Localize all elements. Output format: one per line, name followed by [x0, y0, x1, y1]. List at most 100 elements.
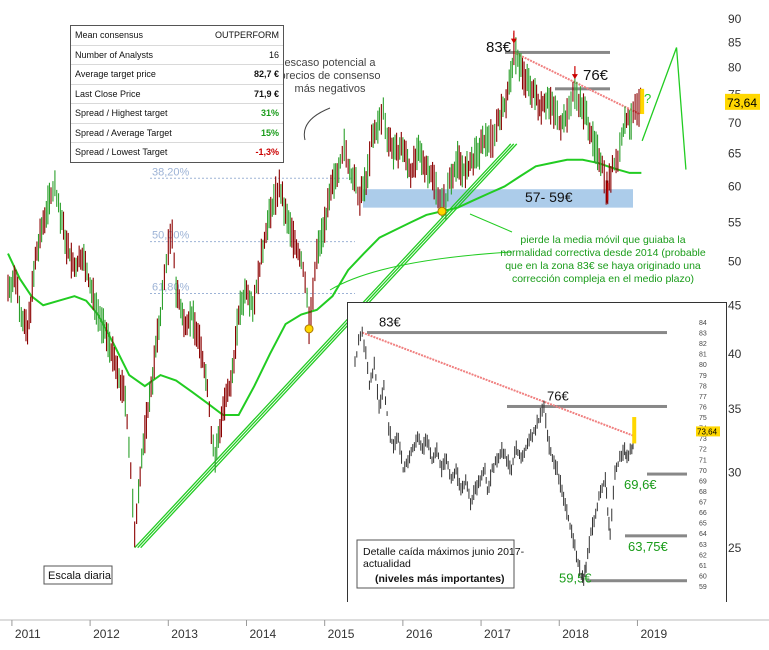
inset-y-tick: 72 [699, 447, 707, 454]
long-term-trendline [137, 143, 515, 549]
scale-box [43, 565, 113, 585]
inset-caption-box [356, 539, 515, 589]
y-tick-label: 40 [728, 347, 742, 361]
consensus-row: Spread / Lowest Target -1,3% [71, 143, 283, 162]
x-tick-label: 2018 [562, 627, 589, 641]
inset-level-76 [507, 404, 667, 408]
y-tick-label: 55 [728, 215, 742, 229]
level-76-line [555, 87, 610, 91]
last-price-tag [725, 93, 760, 110]
consensus-value: 82,7 € [253, 69, 279, 79]
inset-y-tick: 60 [699, 573, 707, 580]
inset-y-tick: 70 [699, 468, 707, 475]
x-tick-label: 2014 [249, 627, 276, 641]
inset-level-595 [587, 579, 687, 583]
x-tick-label: 2015 [328, 627, 355, 641]
x-axis: 2011 2012 2013 2014 2015 2016 2017 2018 2019 [0, 619, 769, 641]
inset-y-tick: 65 [699, 521, 707, 528]
level-83-line [505, 50, 610, 54]
consensus-value: OUTPERFORM [215, 30, 279, 40]
y-tick-label: 25 [728, 541, 742, 555]
inset-y-tick: 63 [699, 542, 707, 549]
consensus-row: Last Close Price 71,9 € [71, 85, 283, 104]
inset-y-tick: 75 [699, 415, 707, 422]
inset-caption-line: Detalle caída máximos junio 2017- [363, 546, 525, 558]
consensus-row: Spread / Highest target 31% [71, 104, 283, 124]
consensus-row: Average target price 82,7 € [71, 65, 283, 85]
inset-trendline [361, 331, 635, 437]
consensus-value: 71,9 € [253, 88, 279, 99]
inset-last-price-label: 73,64 [697, 427, 718, 436]
ma-note: que en la zona 83€ se haya originado una [505, 260, 701, 272]
price-layer [7, 32, 642, 548]
consensus-label: Last Close Price [75, 88, 141, 99]
inset-last-price-tag [696, 426, 720, 437]
projection-path [641, 47, 687, 170]
inset-y-tick: 79 [699, 373, 707, 380]
consensus-label: Spread / Highest target [75, 108, 168, 118]
inset-y-tick: 62 [699, 552, 707, 559]
inset-y-tick: 77 [699, 394, 707, 401]
consensus-note: más negativos [295, 83, 366, 95]
fib-382-label: 38,20% [152, 166, 190, 178]
y-tick-label: 90 [728, 12, 742, 26]
inset-y-tick: 80 [699, 362, 707, 369]
long-term-trendline [134, 143, 512, 549]
inset-y-tick: 84 [699, 320, 707, 327]
inset-y-tick: 76 [699, 404, 707, 411]
inset-y-tick: 59 [699, 584, 707, 591]
consensus-value: 15% [260, 127, 279, 138]
y-tick-label: 70 [728, 116, 742, 130]
x-tick-label: 2012 [93, 627, 120, 641]
support-zone-label: 57- 59€ [525, 189, 573, 205]
resistance-levels [505, 50, 610, 91]
ma-note: normalidad correctiva desde 2014 (probab… [500, 247, 706, 259]
scale-label: Escala diaria [48, 570, 112, 582]
ma-note: pierde la media móvil que guiaba la [520, 234, 685, 246]
consensus-label: Spread / Lowest Target [75, 147, 168, 157]
peak-83-label: 83€ [486, 39, 512, 56]
projection-lines [641, 47, 687, 170]
inset-y-tick: 66 [699, 510, 707, 517]
consensus-row: Mean consensus OUTPERFORM [71, 26, 283, 46]
y-tick-label: 45 [728, 298, 742, 312]
consensus-value: 31% [260, 108, 279, 118]
last-candle-highlight [640, 88, 645, 115]
inset-y-tick: 71 [699, 457, 707, 464]
inset-y-tick: 69 [699, 478, 707, 485]
fib-618-label: 61,80% [152, 281, 190, 293]
y-tick-label: 85 [728, 36, 742, 50]
consensus-table: Mean consensus OUTPERFORM Number of Analys… [70, 25, 284, 163]
consensus-label: Number of Analysts [75, 49, 154, 60]
consensus-value: -1,3% [255, 147, 279, 157]
consensus-arrow [303, 107, 331, 141]
y-tick-label: 80 [728, 61, 742, 75]
y-tick-label: 35 [728, 402, 742, 416]
ma-touch-marker [437, 206, 447, 216]
annotation-marks [303, 30, 645, 334]
y-axis: 253035404550556065707580859073,64 [725, 12, 760, 555]
peak-76-label: 76€ [583, 67, 609, 84]
y-tick-label: 65 [728, 146, 742, 160]
inset-level-83 [367, 331, 667, 335]
ma-note-arrow [469, 213, 513, 233]
y-tick-label: 50 [728, 255, 742, 269]
x-tick-label: 2011 [15, 627, 41, 641]
question-mark: ? [644, 91, 651, 106]
annotation-labels: 83€ 76€ 57- 59€? escaso potencial aprecios … [43, 39, 706, 585]
x-tick-label: 2017 [484, 627, 511, 641]
x-tick-label: 2019 [640, 627, 667, 641]
x-tick-label: 2013 [171, 627, 198, 641]
inset-label-595: 59,5€ [559, 571, 592, 586]
inset-y-tick: 61 [699, 563, 707, 570]
inset-y-tick: 78 [699, 383, 707, 390]
inset-last-candle [632, 417, 637, 444]
trend-touch-marker [304, 324, 314, 334]
consensus-value: 16 [268, 49, 279, 60]
inset-y-tick: 82 [699, 341, 707, 348]
y-tick-label: 60 [728, 179, 742, 193]
y-tick-label: 30 [728, 466, 742, 480]
long-term-trendline [140, 143, 518, 549]
